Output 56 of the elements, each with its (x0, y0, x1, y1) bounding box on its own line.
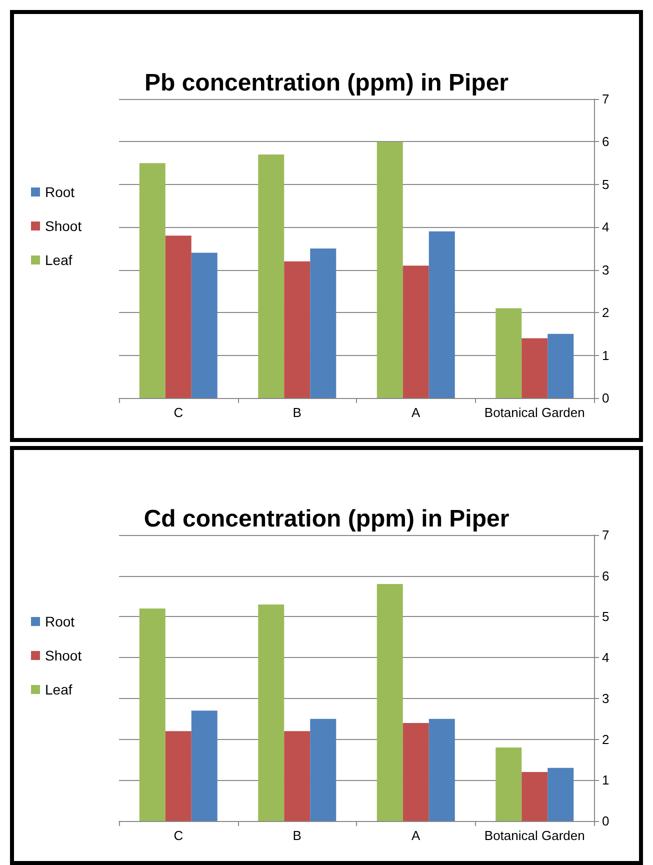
bar (522, 338, 548, 398)
bar (191, 710, 218, 821)
bar (139, 608, 166, 821)
y-tick-label: 3 (602, 690, 610, 706)
bar (548, 768, 574, 821)
y-tick-label: 6 (602, 134, 610, 150)
legend-label: Shoot (45, 218, 82, 234)
y-tick-label: 5 (602, 176, 610, 192)
legend-label: Leaf (45, 252, 72, 268)
y-tick-label: 7 (602, 92, 610, 106)
chart-title: Cd concentration (ppm) in Piper (144, 506, 510, 532)
y-tick-label: 2 (602, 732, 610, 747)
y-tick-label: 1 (602, 348, 610, 363)
y-tick-label: 6 (602, 568, 610, 584)
bar (548, 334, 574, 398)
bar (165, 731, 192, 821)
x-tick-label: C (174, 405, 184, 420)
y-tick-label: 3 (602, 262, 610, 278)
bar (310, 248, 336, 398)
x-tick-label: Botanical Garden (484, 828, 585, 843)
x-tick-label: A (412, 405, 421, 420)
bar (402, 722, 429, 821)
bar (284, 261, 310, 398)
legend-label: Leaf (45, 682, 72, 698)
bar (522, 772, 548, 821)
bar (428, 718, 455, 821)
y-tick-label: 0 (602, 814, 610, 828)
bar (258, 604, 284, 821)
x-tick-label: C (174, 828, 184, 843)
bar (496, 747, 522, 821)
x-tick-label: Botanical Garden (484, 405, 585, 420)
y-tick-label: 7 (602, 528, 610, 542)
legend-label: Root (45, 184, 75, 200)
bar (402, 266, 429, 398)
bar (165, 236, 192, 398)
y-tick-label: 4 (602, 220, 610, 235)
bar (496, 308, 522, 398)
bar (258, 154, 284, 398)
bar (139, 163, 166, 398)
bar (284, 731, 310, 821)
y-tick-label: 4 (602, 650, 610, 666)
bar (191, 252, 218, 398)
legend-label: Shoot (45, 648, 82, 664)
y-tick-label: 2 (602, 305, 610, 320)
legend-label: Root (45, 614, 75, 630)
y-tick-label: 1 (602, 772, 610, 788)
x-tick-label: B (292, 828, 302, 843)
y-tick-label: 0 (602, 390, 610, 406)
x-tick-label: A (412, 828, 421, 843)
y-tick-label: 5 (602, 609, 610, 624)
bar (376, 584, 403, 821)
bar (428, 231, 455, 398)
bar (376, 142, 403, 398)
x-tick-label: B (292, 405, 302, 420)
chart-title: Pb concentration (ppm) in Piper (144, 70, 509, 96)
bar (310, 718, 336, 821)
